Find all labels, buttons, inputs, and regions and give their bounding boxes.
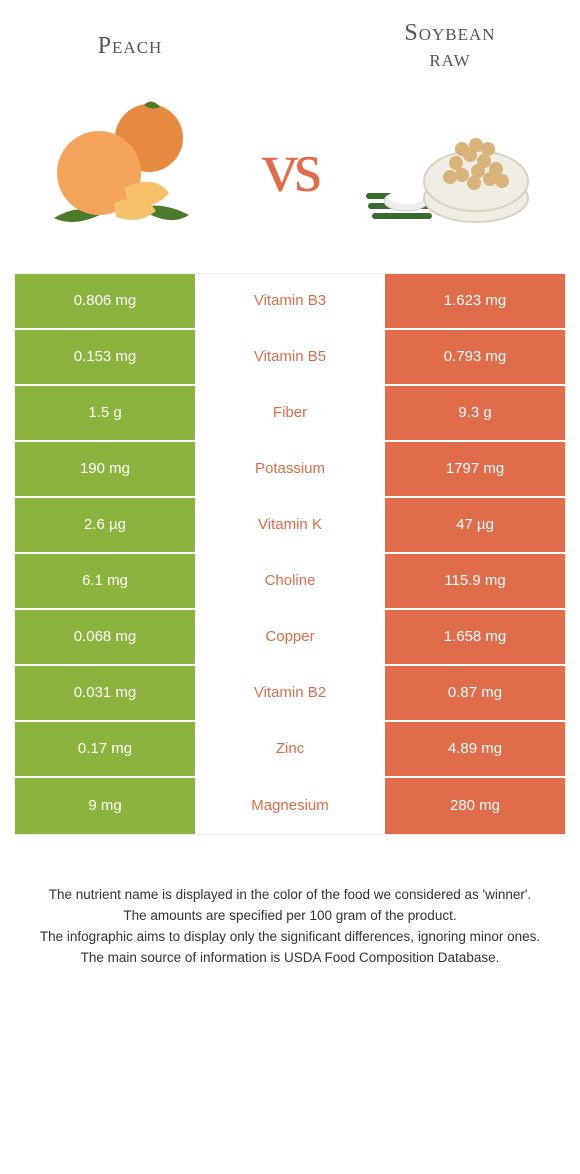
vs-label: vs <box>262 126 318 209</box>
comparison-table: 0.806 mgVitamin B31.623 mg0.153 mgVitami… <box>14 273 566 835</box>
left-value: 6.1 mg <box>15 554 195 608</box>
table-row: 0.806 mgVitamin B31.623 mg <box>15 274 565 330</box>
nutrient-name: Choline <box>195 554 385 608</box>
right-value: 280 mg <box>385 778 565 834</box>
footer-line-4: The main source of information is USDA F… <box>30 948 550 969</box>
right-value: 115.9 mg <box>385 554 565 608</box>
header: Peach Soybean raw <box>0 0 580 83</box>
table-row: 0.153 mgVitamin B50.793 mg <box>15 330 565 386</box>
table-row: 1.5 gFiber9.3 g <box>15 386 565 442</box>
table-row: 6.1 mgCholine115.9 mg <box>15 554 565 610</box>
right-value: 1.623 mg <box>385 274 565 328</box>
title-right: Soybean raw <box>350 20 550 73</box>
nutrient-name: Vitamin K <box>195 498 385 552</box>
footer-line-2: The amounts are specified per 100 gram o… <box>30 906 550 927</box>
table-row: 0.17 mgZinc4.89 mg <box>15 722 565 778</box>
left-value: 9 mg <box>15 778 195 834</box>
table-row: 9 mgMagnesium280 mg <box>15 778 565 834</box>
right-value: 4.89 mg <box>385 722 565 776</box>
left-value: 1.5 g <box>15 386 195 440</box>
table-row: 190 mgPotassium1797 mg <box>15 442 565 498</box>
left-value: 2.6 µg <box>15 498 195 552</box>
nutrient-name: Copper <box>195 610 385 664</box>
table-row: 0.031 mgVitamin B20.87 mg <box>15 666 565 722</box>
right-value: 0.87 mg <box>385 666 565 720</box>
left-value: 0.068 mg <box>15 610 195 664</box>
nutrient-name: Vitamin B5 <box>195 330 385 384</box>
right-value: 9.3 g <box>385 386 565 440</box>
footer-line-1: The nutrient name is displayed in the co… <box>30 885 550 906</box>
left-value: 190 mg <box>15 442 195 496</box>
table-row: 0.068 mgCopper1.658 mg <box>15 610 565 666</box>
title-right-line2: raw <box>429 46 470 72</box>
left-value: 0.153 mg <box>15 330 195 384</box>
left-value: 0.031 mg <box>15 666 195 720</box>
right-value: 1.658 mg <box>385 610 565 664</box>
nutrient-name: Magnesium <box>195 778 385 834</box>
images-row: vs <box>0 83 580 273</box>
nutrient-name: Vitamin B2 <box>195 666 385 720</box>
title-left: Peach <box>30 33 230 59</box>
left-value: 0.17 mg <box>15 722 195 776</box>
right-value: 0.793 mg <box>385 330 565 384</box>
nutrient-name: Fiber <box>195 386 385 440</box>
soybean-image <box>366 93 536 243</box>
right-value: 1797 mg <box>385 442 565 496</box>
nutrient-name: Potassium <box>195 442 385 496</box>
nutrient-name: Vitamin B3 <box>195 274 385 328</box>
left-value: 0.806 mg <box>15 274 195 328</box>
table-row: 2.6 µgVitamin K47 µg <box>15 498 565 554</box>
title-right-line1: Soybean <box>404 20 495 46</box>
right-value: 47 µg <box>385 498 565 552</box>
peach-image <box>44 93 214 243</box>
nutrient-name: Zinc <box>195 722 385 776</box>
footer-notes: The nutrient name is displayed in the co… <box>0 835 580 989</box>
footer-line-3: The infographic aims to display only the… <box>30 927 550 948</box>
